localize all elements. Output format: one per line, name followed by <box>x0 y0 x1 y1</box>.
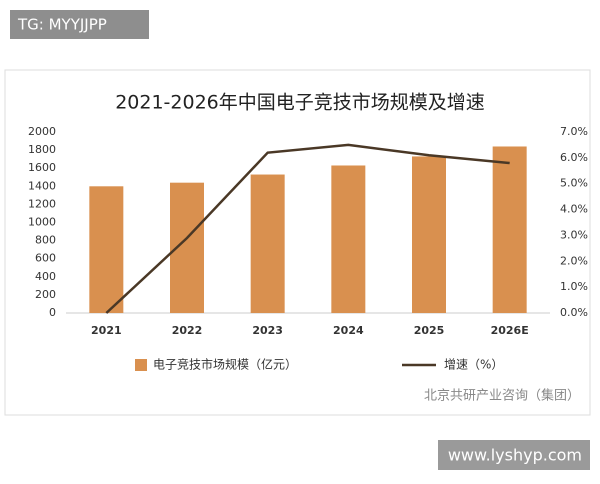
x-tick-label: 2025 <box>414 324 445 337</box>
y-tick-label: 1400 <box>28 179 56 192</box>
y2-tick-label: 7.0% <box>560 125 588 138</box>
bar <box>412 156 446 313</box>
line <box>105 143 510 314</box>
legend-swatch <box>135 359 147 371</box>
y2-tick-label: 4.0% <box>560 203 588 216</box>
bar <box>331 165 366 313</box>
bar <box>250 174 285 313</box>
y-tick-label: 600 <box>35 252 56 265</box>
y-tick-label: 1800 <box>28 143 56 156</box>
y-tick-label: 800 <box>35 234 56 247</box>
legend-label: 增速（%） <box>444 358 503 372</box>
y2-tick-label: 6.0% <box>560 151 588 164</box>
y-tick-label: 0 <box>49 306 56 319</box>
y-tick-label: 1200 <box>28 197 56 210</box>
y2-tick-label: 2.0% <box>560 254 588 267</box>
y2-tick-label: 5.0% <box>560 177 588 190</box>
y-tick-label: 400 <box>35 270 56 283</box>
y-tick-label: 200 <box>35 288 56 301</box>
y-tick-label: 1600 <box>28 161 56 174</box>
x-tick-label: 2026E <box>491 324 529 337</box>
y-tick-label: 1000 <box>28 216 56 229</box>
x-tick-label: 2022 <box>172 324 203 337</box>
source: 北京共研产业咨询（集团） <box>424 388 580 404</box>
x-tick-label: 2021 <box>91 324 122 337</box>
x-tick-label: 2024 <box>333 324 364 337</box>
y-tick-label: 2000 <box>28 125 56 138</box>
chart-title: 2021-2026年中国电子竞技市场规模及增速 <box>115 92 485 114</box>
y2-tick-label: 3.0% <box>560 228 588 241</box>
legend-label: 电子竞技市场规模（亿元） <box>153 357 297 372</box>
x-tick-label: 2023 <box>252 324 283 337</box>
tag-box <box>10 10 149 39</box>
site-box <box>438 440 590 470</box>
tag: TG: MYYJJPP <box>17 16 107 34</box>
site: www.lyshyp.com <box>448 446 582 465</box>
y2-tick-label: 1.0% <box>560 280 588 293</box>
y2-tick-label: 0.0% <box>560 306 588 319</box>
bar <box>492 146 527 313</box>
bar <box>89 186 124 313</box>
